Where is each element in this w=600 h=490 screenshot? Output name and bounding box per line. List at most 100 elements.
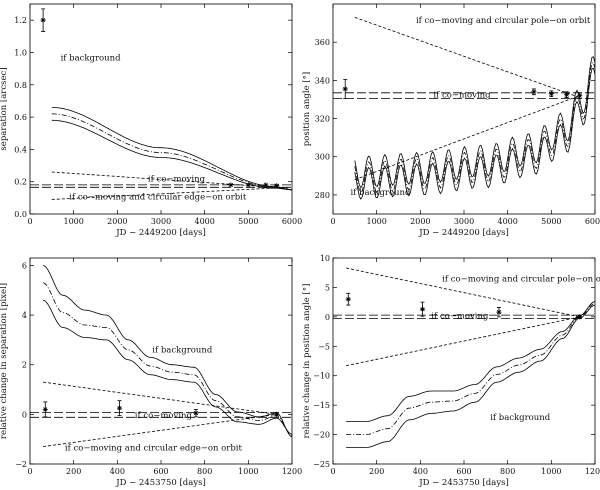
x-tick-label: 1000 bbox=[63, 217, 83, 226]
plot-area bbox=[30, 107, 292, 200]
error-bar bbox=[564, 91, 569, 98]
x-tick-label: 0 bbox=[330, 217, 335, 226]
y-tick-label: 2 bbox=[22, 361, 27, 370]
x-tick-label: 5000 bbox=[238, 217, 258, 226]
data-point bbox=[40, 8, 46, 32]
y-tick-label: 300 bbox=[315, 153, 330, 162]
y-tick-label: −15 bbox=[313, 401, 330, 410]
y-tick-label: −5 bbox=[318, 342, 330, 351]
y-tick-label: 0.0 bbox=[14, 210, 27, 219]
y-tick-label: 0.2 bbox=[14, 178, 27, 187]
plot-frame bbox=[332, 3, 596, 215]
series-line-dashdot bbox=[354, 62, 595, 195]
series-line-solid bbox=[346, 304, 595, 448]
x-tick-label: 1000 bbox=[366, 217, 386, 226]
annotation-label: if background bbox=[350, 188, 411, 198]
error-bar bbox=[577, 92, 582, 99]
series-line-dashed bbox=[354, 17, 580, 98]
annotation-label: if co−moving and circular edge−on orbit bbox=[69, 192, 247, 202]
asterisk-marker bbox=[263, 182, 269, 188]
data-point bbox=[419, 301, 426, 317]
y-tick-label: 0.4 bbox=[14, 145, 27, 154]
data-point bbox=[42, 401, 48, 418]
x-tick-label: 800 bbox=[500, 467, 515, 476]
series-line-solid bbox=[354, 67, 595, 200]
x-tick-label: 0 bbox=[330, 467, 335, 476]
annotation-label: if co−moving bbox=[148, 175, 206, 185]
y-axis-label: position angle [°] bbox=[302, 72, 312, 146]
annotation-label: if background bbox=[152, 345, 213, 355]
x-tick-label: 200 bbox=[66, 467, 81, 476]
data-point bbox=[274, 411, 280, 417]
x-tick-label: 800 bbox=[197, 467, 212, 476]
data-point bbox=[263, 182, 269, 188]
y-tick-label: 0.6 bbox=[14, 113, 27, 122]
plot-area bbox=[333, 17, 595, 200]
annotation-label: if co−moving and circular edge−on orbit bbox=[65, 443, 243, 453]
x-axis-label: JD − 2449200 [days] bbox=[418, 228, 509, 238]
y-tick-label: 10 bbox=[320, 254, 330, 263]
data-point bbox=[577, 314, 583, 320]
annotation-label: if co−moving bbox=[135, 411, 193, 421]
series-line-solid bbox=[346, 301, 595, 422]
error-bar bbox=[420, 301, 425, 317]
plot-area bbox=[333, 267, 595, 448]
x-tick-label: 2000 bbox=[410, 217, 430, 226]
panel-1: 0 1000 2000 3000 4000 5000 6000 0.0 0.2 0.4 0.6 0.8… bbox=[0, 3, 302, 238]
error-bar bbox=[343, 79, 348, 99]
series-line-dashdot bbox=[42, 282, 292, 436]
y-tick-label: 1.2 bbox=[14, 16, 27, 25]
y-tick-label: −2 bbox=[15, 460, 27, 469]
y-tick-label: 280 bbox=[315, 191, 330, 200]
x-tick-label: 4000 bbox=[194, 217, 214, 226]
y-tick-label: 1.0 bbox=[14, 48, 27, 57]
data-point bbox=[245, 182, 251, 188]
series-line-dashdot bbox=[346, 302, 595, 435]
y-axis-label: separation [arcsec] bbox=[0, 67, 9, 150]
series-line-solid bbox=[354, 56, 595, 189]
x-tick-label: 600 bbox=[456, 467, 471, 476]
x-tick-label: 1200 bbox=[282, 467, 302, 476]
x-tick-label: 0 bbox=[27, 467, 32, 476]
error-bar bbox=[531, 88, 536, 96]
annotation-label: if background bbox=[61, 54, 122, 64]
panel-2: 0 1000 2000 3000 4000 5000 6000 280 300 320 340 360… bbox=[302, 3, 600, 238]
y-tick-label: −10 bbox=[313, 372, 330, 381]
annotation-label: if co−moving and circular pole−on orbit bbox=[416, 16, 591, 26]
series-line-solid bbox=[51, 107, 292, 191]
error-bar bbox=[41, 8, 46, 32]
y-tick-label: 0.8 bbox=[14, 81, 27, 90]
plot-frame bbox=[332, 257, 596, 465]
asterisk-marker bbox=[577, 314, 583, 320]
series-line-solid bbox=[42, 299, 292, 435]
y-tick-label: 320 bbox=[315, 115, 330, 124]
x-tick-label: 1200 bbox=[585, 467, 600, 476]
error-bar bbox=[346, 292, 351, 306]
series-line-solid bbox=[42, 265, 292, 438]
panel-4: 0 200 400 600 800 1000 1200 −25 −20 −15 −10 −5 0 5 10 J… bbox=[302, 254, 600, 488]
annotation-label: if co−moving bbox=[431, 312, 489, 322]
x-axis-label: JD − 2453750 [days] bbox=[115, 478, 206, 488]
x-tick-label: 1000 bbox=[541, 467, 561, 476]
x-tick-label: 4000 bbox=[497, 217, 517, 226]
data-point bbox=[193, 408, 199, 418]
data-point bbox=[496, 307, 502, 318]
error-bar bbox=[549, 90, 554, 97]
data-point bbox=[548, 90, 554, 97]
data-point bbox=[577, 92, 583, 99]
series-line-dashed bbox=[354, 95, 580, 180]
x-axis-label: JD − 2449200 [days] bbox=[115, 228, 206, 238]
y-tick-label: 6 bbox=[22, 261, 27, 270]
y-tick-label: −25 bbox=[313, 460, 330, 469]
series-line-dashed bbox=[51, 186, 288, 200]
x-tick-label: 1000 bbox=[238, 467, 258, 476]
asterisk-marker bbox=[274, 411, 280, 417]
x-tick-label: 400 bbox=[110, 467, 125, 476]
x-tick-label: 400 bbox=[413, 467, 428, 476]
y-tick-label: −20 bbox=[313, 431, 330, 440]
x-tick-label: 6000 bbox=[585, 217, 600, 226]
annotation-label: if co−moving bbox=[433, 91, 491, 101]
x-tick-label: 600 bbox=[153, 467, 168, 476]
